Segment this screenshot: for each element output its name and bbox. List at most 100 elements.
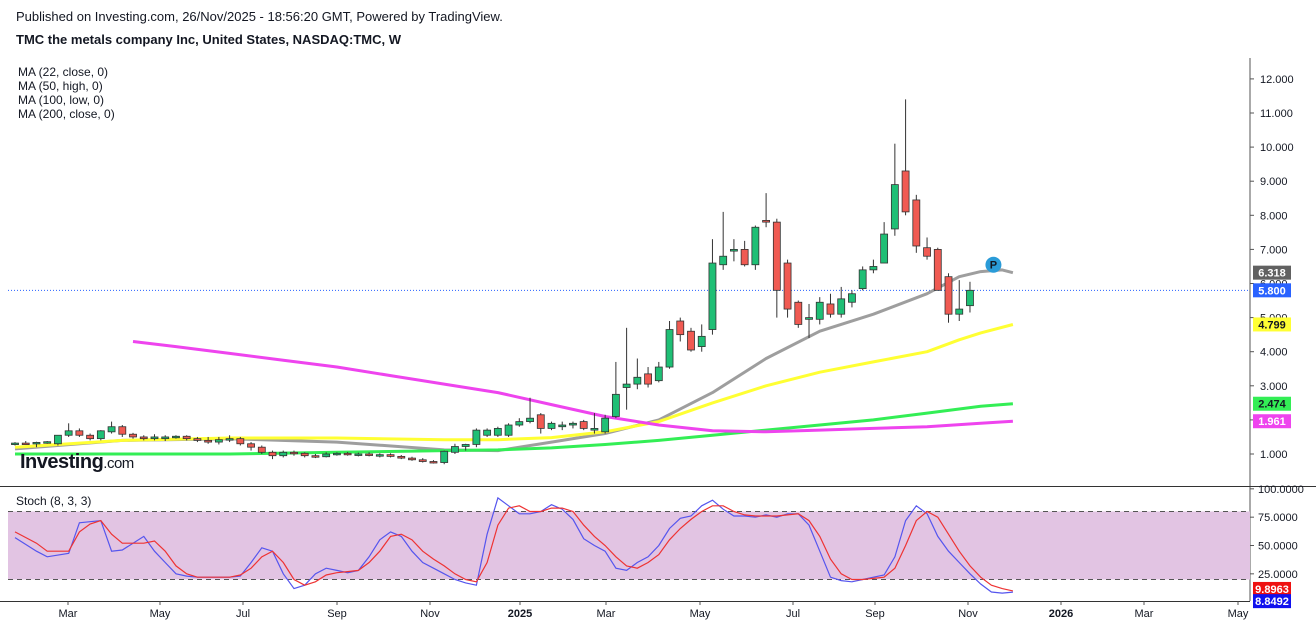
p-marker-icon	[985, 256, 1002, 273]
candle-body	[923, 247, 931, 257]
candle-body	[268, 451, 277, 457]
candle-body	[21, 442, 30, 445]
candle-body	[214, 439, 223, 443]
price-tick-label-10: 11.000	[1260, 108, 1293, 120]
indicator-ma-100[interactable]: MA (100, low, 0)	[18, 93, 105, 107]
candle-body	[708, 262, 717, 330]
stoch-label: Stoch (8, 3, 3)	[16, 494, 92, 508]
ma-200-price-tag-bg	[1253, 414, 1291, 429]
candle-body	[386, 454, 395, 457]
candle-body	[783, 262, 792, 310]
candle-body	[869, 266, 878, 271]
candle-body	[343, 452, 352, 456]
candle-body	[397, 455, 406, 459]
candle-body	[762, 220, 770, 223]
candle-body	[880, 233, 889, 264]
candle-body	[257, 446, 266, 453]
candle-body	[955, 308, 964, 315]
candle-body	[118, 426, 127, 435]
candle-body	[901, 170, 910, 213]
candle-body	[772, 221, 781, 291]
candle-body	[129, 433, 137, 438]
candle-body	[408, 457, 416, 461]
candle-body	[279, 451, 288, 457]
ma-22-price-tag: 6.318	[1258, 268, 1286, 280]
candle-body	[558, 424, 567, 428]
candle-body	[86, 434, 95, 440]
candle-body	[75, 430, 84, 436]
time-tick-label-0: Mar	[59, 608, 78, 620]
candle-body	[43, 441, 52, 444]
time-tick-label-5: 2025	[508, 608, 532, 620]
candle-body	[247, 443, 255, 448]
candle-body	[96, 430, 105, 440]
candle-body	[966, 289, 974, 307]
candle-body	[536, 414, 545, 429]
candle-body	[365, 453, 373, 456]
stoch-tick-label-1: 75.0000	[1258, 512, 1298, 524]
candle-body	[848, 293, 856, 303]
candle-body	[375, 454, 384, 457]
stoch-tick-label-2: 50.0000	[1258, 541, 1298, 553]
published-info: Published on Investing.com, 26/Nov/2025 …	[16, 9, 503, 24]
ma-22-line	[14, 268, 1014, 453]
candle-body	[451, 446, 459, 453]
candle-body	[676, 320, 685, 336]
candle-body	[332, 452, 341, 456]
candle-body	[654, 366, 663, 382]
candle-body	[805, 317, 813, 320]
last-price-tag: 5.800	[1258, 285, 1286, 297]
candle-body	[161, 436, 170, 440]
price-tick-label-3: 4.000	[1260, 347, 1288, 359]
candle-body	[472, 429, 481, 445]
candle-body	[730, 248, 738, 252]
stoch-k-tag-bg	[1253, 594, 1291, 609]
time-tick-label-9: Sep	[865, 608, 885, 620]
candle-body	[740, 248, 749, 266]
candle-body	[236, 438, 245, 445]
candle-body	[150, 436, 159, 440]
time-tick-label-12: Mar	[1135, 608, 1154, 620]
last-price-tag-bg	[1253, 283, 1291, 298]
candle-body	[311, 455, 320, 458]
price-tick-label-6: 7.000	[1260, 244, 1288, 256]
candle-body	[11, 442, 19, 445]
candle-body	[225, 438, 234, 441]
stoch-tick-label-0: 100.0000	[1258, 484, 1304, 496]
chart-title: TMC the metals company Inc, United State…	[16, 32, 401, 47]
time-tick-label-10: Nov	[958, 608, 978, 620]
time-tick-label-2: Jul	[236, 608, 250, 620]
candle-body	[633, 376, 642, 385]
time-tick-label-6: Mar	[597, 608, 616, 620]
candle-body	[32, 442, 41, 445]
candle-body	[687, 330, 695, 351]
candle-body	[204, 439, 213, 443]
candle-body	[182, 435, 191, 440]
time-tick-label-4: Nov	[420, 608, 440, 620]
candle-body	[504, 424, 513, 436]
time-tick-label-7: May	[690, 608, 711, 620]
candle-body	[933, 248, 942, 291]
candle-body	[139, 436, 148, 440]
candle-body	[461, 444, 470, 447]
candle-body	[601, 417, 610, 433]
indicator-ma-200[interactable]: MA (200, close, 0)	[18, 107, 115, 121]
price-tick-label-2: 3.000	[1260, 381, 1288, 393]
indicator-ma-22[interactable]: MA (22, close, 0)	[18, 65, 109, 79]
ma-100-price-tag: 2.474	[1258, 399, 1286, 411]
time-tick-label-3: Sep	[327, 608, 347, 620]
candle-body	[193, 438, 202, 441]
time-tick-label-8: Jul	[786, 608, 800, 620]
candle-body	[622, 383, 631, 388]
candle-body	[300, 452, 309, 457]
candle-body	[172, 435, 180, 439]
ma-100-line	[15, 402, 1014, 456]
indicator-ma-50[interactable]: MA (50, high, 0)	[18, 79, 103, 93]
candle-body	[794, 301, 803, 325]
candle-body	[719, 255, 728, 266]
candle-body	[826, 303, 835, 315]
candle-body	[697, 335, 706, 347]
candle-body	[890, 184, 899, 230]
candle-body	[579, 421, 588, 429]
